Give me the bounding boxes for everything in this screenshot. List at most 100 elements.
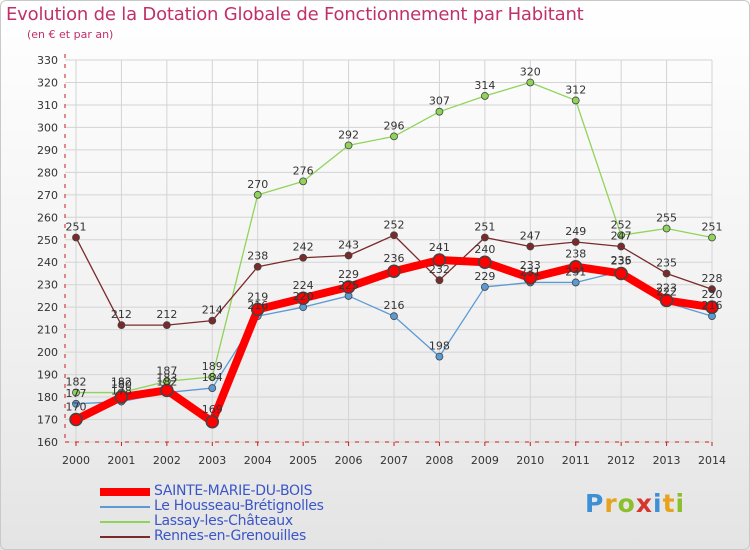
legend: SAINTE-MARIE-DU-BOIS Le Housseau-Brétign… xyxy=(100,483,360,544)
data-label: 242 xyxy=(293,241,314,254)
data-label: 255 xyxy=(656,212,677,225)
data-label: 238 xyxy=(247,250,268,263)
data-label: 270 xyxy=(247,178,268,191)
data-point xyxy=(568,259,583,274)
x-tick-label: 2004 xyxy=(244,454,272,467)
data-point xyxy=(435,107,444,116)
data-label: 216 xyxy=(384,299,405,312)
legend-item-sainte-marie[interactable]: SAINTE-MARIE-DU-BOIS xyxy=(100,483,360,499)
y-tick-label: 260 xyxy=(37,211,58,224)
x-tick-label: 2014 xyxy=(698,454,726,467)
data-point xyxy=(72,388,80,397)
legend-item-rennes[interactable]: Rennes-en-Grenouilles xyxy=(100,528,360,544)
x-tick-label: 2011 xyxy=(562,454,590,467)
data-label: 225 xyxy=(338,279,359,292)
data-point xyxy=(708,233,716,242)
data-point xyxy=(299,177,308,186)
x-tick-label: 2012 xyxy=(607,454,635,467)
data-point xyxy=(571,238,580,246)
data-label: 231 xyxy=(565,265,586,278)
data-point xyxy=(617,231,626,240)
x-tick-label: 2003 xyxy=(198,454,226,467)
legend-item-le-housseau[interactable]: Le Housseau-Brétignolles xyxy=(100,498,360,514)
data-point xyxy=(662,224,671,233)
logo-letter: P xyxy=(585,489,605,518)
data-point xyxy=(390,132,398,141)
data-point xyxy=(208,372,217,381)
x-tick-label: 2006 xyxy=(335,454,363,467)
data-label: 235 xyxy=(656,256,677,269)
legend-label-lassay: Lassay-les-Châteaux xyxy=(154,513,293,529)
data-point xyxy=(72,233,80,242)
data-point xyxy=(614,266,628,281)
y-tick-label: 320 xyxy=(37,76,58,89)
data-point xyxy=(526,242,535,251)
data-label: 307 xyxy=(429,95,450,108)
data-label: 292 xyxy=(338,128,359,141)
data-label: 214 xyxy=(202,304,223,317)
data-label: 243 xyxy=(338,238,359,251)
y-tick-label: 230 xyxy=(37,279,58,292)
data-label: 224 xyxy=(293,279,314,292)
y-tick-label: 290 xyxy=(37,144,58,157)
data-point xyxy=(662,269,671,278)
legend-swatch-le-housseau xyxy=(100,506,150,508)
data-label: 170 xyxy=(66,401,87,414)
x-tick-label: 2007 xyxy=(380,454,408,467)
y-tick-label: 180 xyxy=(37,391,58,404)
data-point xyxy=(117,321,126,330)
axes: 160 170 180 190 200 210 220 230 240 250 260 270 280 2… xyxy=(37,54,726,467)
y-tick-label: 310 xyxy=(37,99,58,112)
legend-label-sainte-marie: SAINTE-MARIE-DU-BOIS xyxy=(154,483,313,499)
data-label: 232 xyxy=(429,263,450,276)
data-label: 220 xyxy=(702,288,723,301)
data-point xyxy=(253,190,262,199)
data-label: 233 xyxy=(520,259,541,272)
data-label: 236 xyxy=(384,252,405,265)
data-label: 251 xyxy=(66,221,87,234)
data-label: 178 xyxy=(111,385,132,398)
data-point xyxy=(390,312,398,321)
logo-letter: i xyxy=(675,489,686,518)
data-label: 169 xyxy=(202,403,223,416)
logo-letter: x xyxy=(635,489,653,518)
data-point xyxy=(480,92,489,100)
data-point xyxy=(435,276,444,285)
data-point xyxy=(480,283,489,291)
x-tick-label: 2010 xyxy=(516,454,544,467)
data-point xyxy=(344,141,353,150)
data-label: 238 xyxy=(565,248,586,261)
logo-letter: o xyxy=(617,489,636,518)
data-point xyxy=(162,321,171,330)
data-label: 276 xyxy=(293,164,314,177)
data-label: 220 xyxy=(293,290,314,303)
data-label: 235 xyxy=(611,254,632,267)
legend-item-lassay[interactable]: Lassay-les-Châteaux xyxy=(100,513,360,529)
y-tick-label: 280 xyxy=(37,166,58,179)
data-point xyxy=(571,96,580,105)
data-label: 216 xyxy=(702,299,723,312)
data-label: 223 xyxy=(656,281,677,294)
data-label: 182 xyxy=(66,376,87,389)
data-label: 187 xyxy=(156,364,177,377)
y-tick-label: 210 xyxy=(37,324,58,337)
data-label: 229 xyxy=(338,268,359,281)
data-point xyxy=(523,271,538,285)
y-tick-label: 200 xyxy=(37,346,58,359)
logo-letter: t xyxy=(662,489,676,518)
series xyxy=(69,78,719,429)
data-point xyxy=(705,300,719,314)
data-point xyxy=(205,415,220,429)
data-label: 182 xyxy=(111,376,132,389)
data-label: 247 xyxy=(520,230,541,243)
x-tick-label: 2000 xyxy=(62,454,90,467)
data-point xyxy=(478,255,492,269)
data-label: 180 xyxy=(111,378,132,391)
data-point xyxy=(208,316,217,325)
data-label: 247 xyxy=(611,230,632,243)
x-tick-label: 2002 xyxy=(153,454,181,467)
data-point xyxy=(299,253,308,262)
data-label: 249 xyxy=(565,225,586,238)
